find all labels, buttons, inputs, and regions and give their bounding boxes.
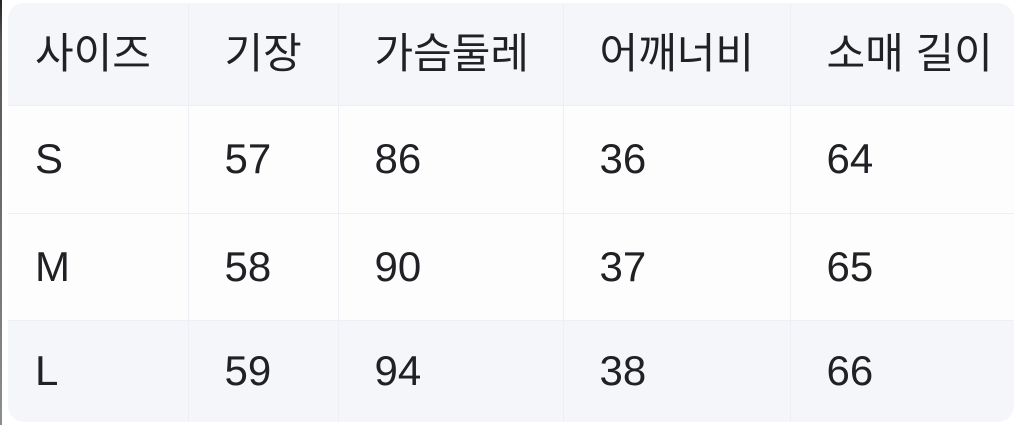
size-cell: M xyxy=(8,212,188,320)
size-chart-table: 사이즈 기장 가슴둘레 어깨너비 소매 길이 S 57 86 36 64 M 58 90 37 65 L 59… xyxy=(8,3,1014,422)
column-header-1: 사이즈 xyxy=(8,3,188,105)
measurement-cell: 57 xyxy=(187,104,338,213)
measurement-cell: 64 xyxy=(789,104,1014,213)
measurement-cell: 66 xyxy=(789,319,1014,422)
measurement-cell: 36 xyxy=(562,104,790,213)
size-cell: L xyxy=(8,319,188,422)
table-row-M: M 58 90 37 65 xyxy=(8,212,1014,320)
screenshot-left-edge-line xyxy=(0,0,2,425)
header-row: 사이즈 기장 가슴둘레 어깨너비 소매 길이 xyxy=(8,3,1014,105)
table-row-S: S 57 86 36 64 xyxy=(8,104,1014,213)
table-row-L: L 59 94 38 66 xyxy=(8,319,1014,422)
measurement-cell: 65 xyxy=(789,212,1014,320)
size-cell: S xyxy=(8,104,188,213)
column-header-5: 소매 길이 xyxy=(789,3,1014,105)
measurement-cell: 58 xyxy=(187,212,338,320)
measurement-cell: 90 xyxy=(337,212,563,320)
measurement-cell: 86 xyxy=(337,104,563,213)
table-body: S 57 86 36 64 M 58 90 37 65 L 59 94 38 66 xyxy=(8,104,1014,422)
column-header-2: 기장 xyxy=(187,3,338,105)
column-header-3: 가슴둘레 xyxy=(337,3,563,105)
measurement-cell: 59 xyxy=(187,319,338,422)
column-header-4: 어깨너비 xyxy=(562,3,790,105)
table-header: 사이즈 기장 가슴둘레 어깨너비 소매 길이 xyxy=(8,3,1014,105)
measurement-cell: 94 xyxy=(337,319,563,422)
measurement-cell: 37 xyxy=(562,212,790,320)
measurement-cell: 38 xyxy=(562,319,790,422)
size-chart-card: 사이즈 기장 가슴둘레 어깨너비 소매 길이 S 57 86 36 64 M 58 90 37 65 L 59… xyxy=(8,3,1014,422)
